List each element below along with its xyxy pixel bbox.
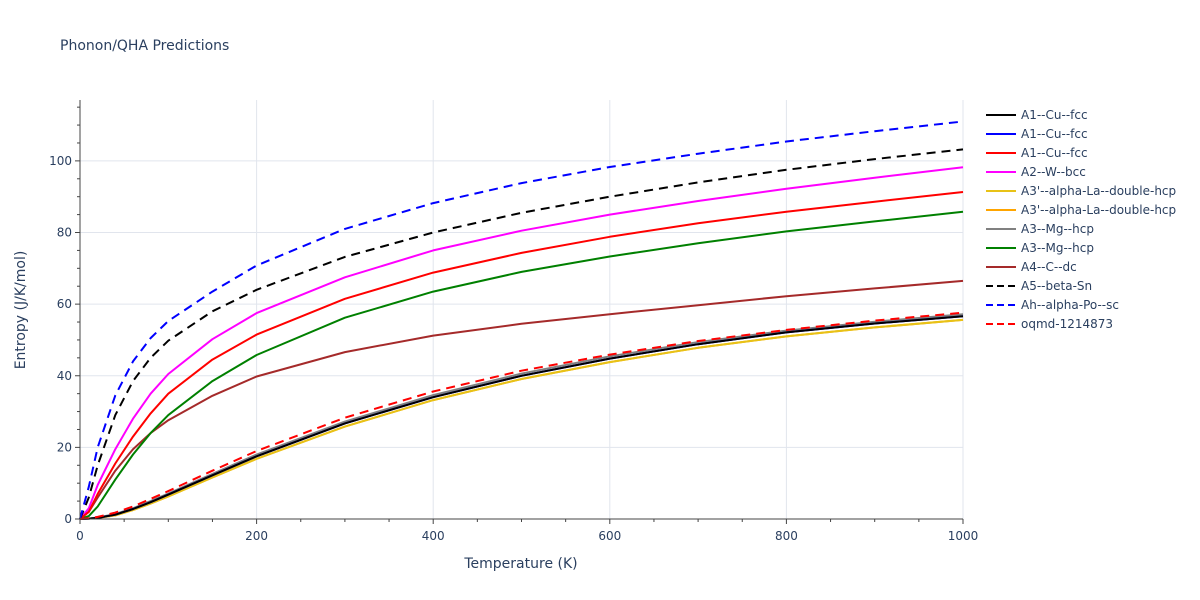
chart-title: Phonon/QHA Predictions — [60, 38, 229, 54]
series-line-10 — [79, 120, 964, 520]
y-tick-label: 80 — [57, 226, 72, 240]
legend-item[interactable]: A1--Cu--fcc — [986, 127, 1088, 141]
legend-item[interactable]: A3'--alpha-La--double-hcp — [986, 203, 1176, 217]
legend-label: A1--Cu--fcc — [1021, 108, 1088, 122]
legend-label: A1--Cu--fcc — [1021, 127, 1088, 141]
legend-label: A3'--alpha-La--double-hcp — [1021, 203, 1176, 217]
legend-label: A1--Cu--fcc — [1021, 146, 1088, 160]
legend-item[interactable]: A3--Mg--hcp — [986, 222, 1094, 236]
y-tick-label: 20 — [57, 440, 72, 454]
series-line-7 — [79, 210, 964, 520]
x-tick-label: 600 — [598, 529, 621, 543]
grid — [80, 100, 964, 519]
legend-item[interactable]: A5--beta-Sn — [986, 279, 1092, 293]
legend-label: A4--C--dc — [1021, 260, 1077, 274]
legend-label: A3'--alpha-La--double-hcp — [1021, 184, 1176, 198]
y-tick-label: 40 — [57, 369, 72, 383]
x-tick-label: 800 — [775, 529, 798, 543]
y-axis-title: Entropy (J/K/mol) — [13, 251, 29, 370]
y-tick-label: 60 — [57, 297, 72, 311]
legend-label: oqmd-1214873 — [1021, 317, 1113, 331]
legend-item[interactable]: A3'--alpha-La--double-hcp — [986, 184, 1176, 198]
series-line-0 — [79, 315, 964, 520]
x-tick-label: 200 — [245, 529, 268, 543]
legend-item[interactable]: A2--W--bcc — [986, 165, 1086, 179]
x-tick-label: 400 — [422, 529, 445, 543]
series-line-2 — [79, 191, 964, 520]
x-tick-label: 0 — [76, 529, 84, 543]
x-tick-label: 1000 — [948, 529, 979, 543]
plot-area — [79, 120, 964, 520]
legend-item[interactable]: A1--Cu--fcc — [986, 108, 1088, 122]
legend-item[interactable]: A3--Mg--hcp — [986, 241, 1094, 255]
series-line-5 — [79, 318, 964, 520]
y-tick-label: 0 — [64, 512, 72, 526]
series-line-1 — [79, 315, 964, 520]
legend-label: A3--Mg--hcp — [1021, 222, 1094, 236]
legend-item[interactable]: A1--Cu--fcc — [986, 146, 1088, 160]
legend-label: Ah--alpha-Po--sc — [1021, 298, 1119, 312]
series-line-3 — [79, 166, 964, 520]
series-line-11 — [79, 311, 964, 520]
series-line-8 — [79, 279, 964, 520]
legend-item[interactable]: Ah--alpha-Po--sc — [986, 298, 1119, 312]
axes: 0 200 400 600 800 1000 0 20 40 60 80 100 — [49, 100, 978, 543]
legend-item[interactable]: oqmd-1214873 — [986, 317, 1113, 331]
y-tick-label: 100 — [49, 154, 72, 168]
x-axis-title: Temperature (K) — [463, 556, 577, 572]
series-line-9 — [79, 148, 964, 520]
legend[interactable]: A1--Cu--fcc A1--Cu--fcc A1--Cu--fcc A2--W--… — [986, 108, 1176, 331]
series-line-6 — [79, 313, 964, 520]
legend-label: A2--W--bcc — [1021, 165, 1086, 179]
legend-label: A5--beta-Sn — [1021, 279, 1092, 293]
legend-label: A3--Mg--hcp — [1021, 241, 1094, 255]
series-line-4 — [79, 318, 964, 520]
legend-item[interactable]: A4--C--dc — [986, 260, 1077, 274]
